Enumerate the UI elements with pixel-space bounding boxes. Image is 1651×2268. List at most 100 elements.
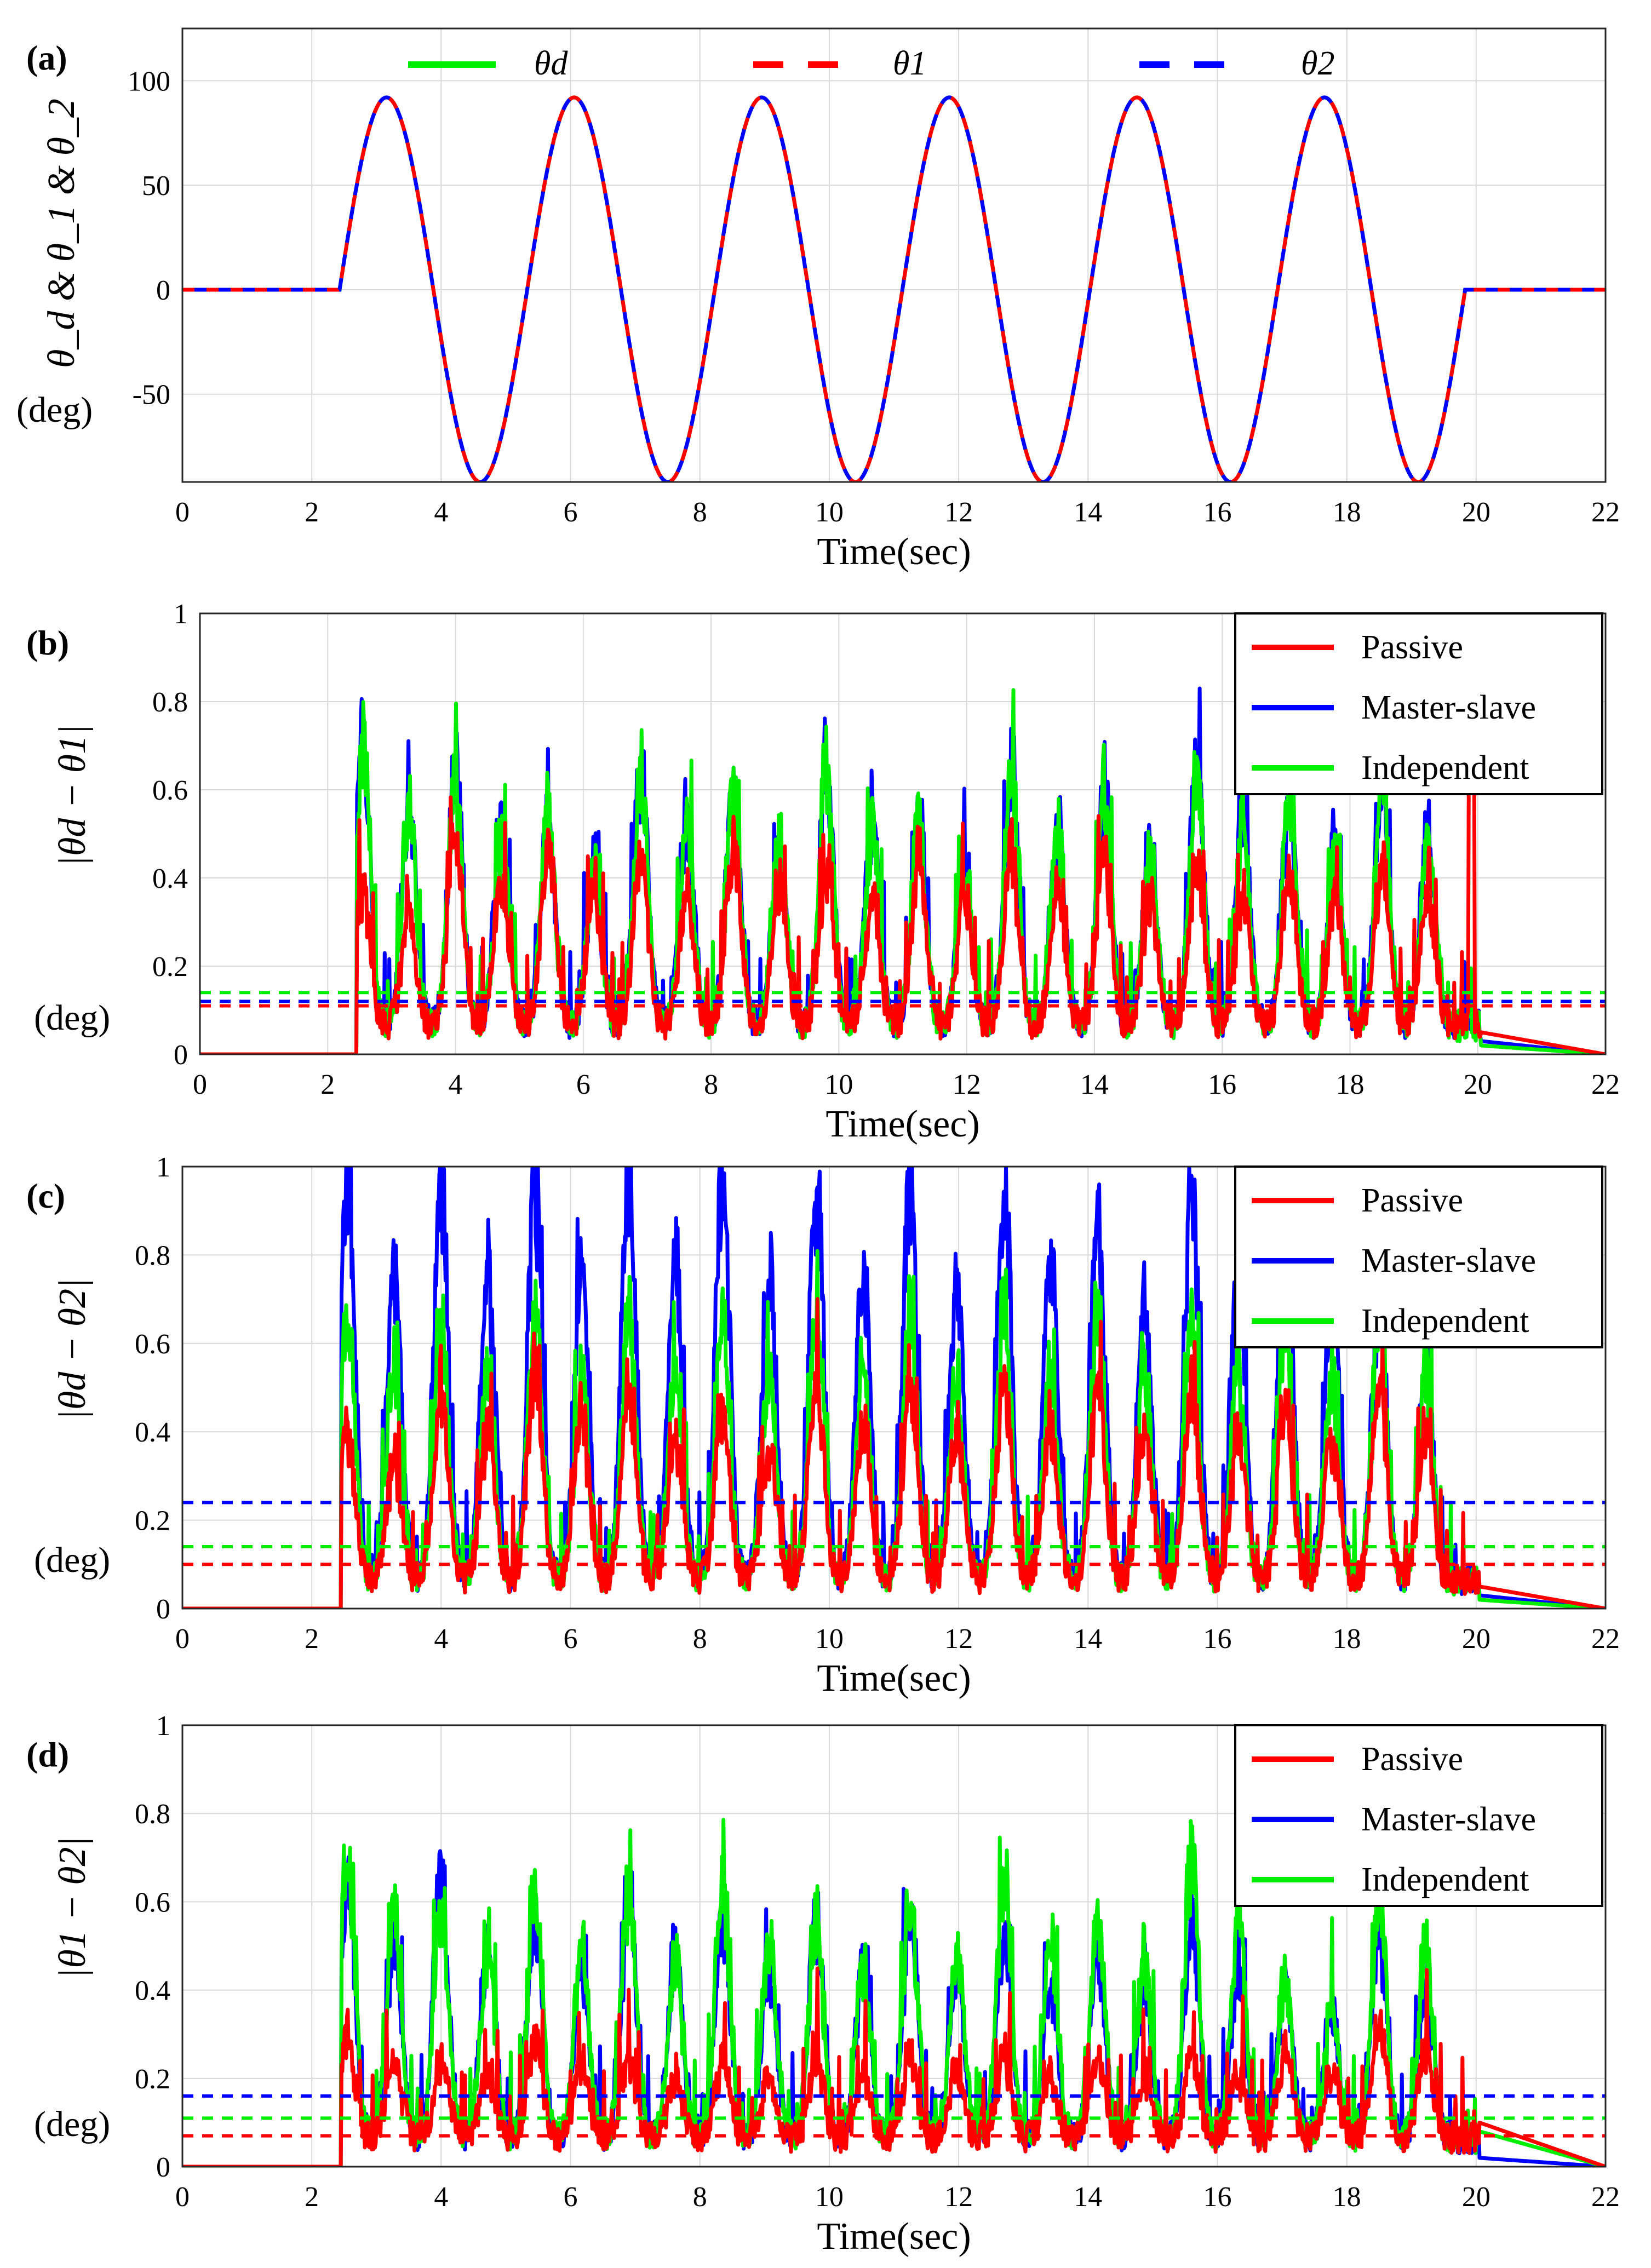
chart-panel-1: 0 2 4 6 8 10 12 14 16 18 20 22 -50 0 50 100 Time(sec) (a)… [16, 27, 1620, 573]
legend-box [1234, 1165, 1603, 1348]
y-tick-label: 0 [156, 275, 170, 306]
legend-label: Master-slave [1361, 1801, 1536, 1838]
y-tick-label: 0.4 [135, 1417, 170, 1448]
axes-frame [181, 1724, 1607, 2168]
y-tick-label: 0 [156, 1594, 170, 1625]
x-tick-label: 14 [1080, 1069, 1109, 1100]
legend-box [1234, 1724, 1603, 1907]
legend-label: Passive [1361, 1182, 1463, 1219]
axes-frame [199, 612, 1607, 1055]
x-tick-label: 14 [1074, 1623, 1102, 1655]
axes-frame [181, 1165, 1607, 1610]
legend-label: Independent [1361, 1861, 1529, 1898]
series-line-theta-1 [182, 95, 1606, 482]
y-tick-label: 1 [156, 1710, 170, 1742]
axes-frame [181, 27, 1607, 483]
x-tick-label: 20 [1462, 497, 1491, 528]
unit-label: (deg) [16, 390, 93, 430]
x-tick-label: 14 [1074, 497, 1102, 528]
x-tick-label: 16 [1208, 1069, 1236, 1100]
x-tick-label: 8 [693, 1623, 707, 1655]
plot-area [200, 686, 1606, 1054]
x-tick-label: 6 [576, 1069, 591, 1100]
panel-label: (b) [26, 623, 69, 662]
x-tick-label: 0 [175, 2181, 190, 2213]
legend-item: θd [408, 45, 568, 82]
unit-label: (deg) [34, 2104, 110, 2144]
chart-panel-3: 0 2 4 6 8 10 12 14 16 18 20 22 0 0.2 0.4 0.6 0.8 1 Time(se… [26, 1152, 1620, 1699]
x-tick-label: 22 [1591, 1623, 1620, 1655]
x-tick-label: 22 [1591, 497, 1620, 528]
y-axis-label: θ_d & θ_1 & θ_2 [41, 99, 83, 368]
panel-label: (d) [26, 1735, 69, 1774]
x-tick-label: 0 [193, 1069, 207, 1100]
y-tick-label: 1 [174, 599, 188, 630]
x-tick-label: 0 [175, 1623, 190, 1655]
x-axis-label: Time(sec) [817, 531, 971, 573]
x-tick-label: 14 [1074, 2181, 1102, 2213]
plot-area [182, 1167, 1606, 1609]
x-tick-label: 6 [564, 497, 578, 528]
y-tick-label: 0.6 [135, 1887, 170, 1918]
legend-label: θ1 [893, 45, 926, 82]
x-tick-label: 8 [693, 2181, 707, 2213]
x-axis-label: Time(sec) [826, 1103, 979, 1145]
x-tick-label: 10 [815, 1623, 844, 1655]
y-tick-label: 0 [174, 1040, 188, 1071]
legend-item: θ1 [753, 45, 926, 82]
plot-area [182, 1818, 1606, 2167]
y-tick-label: 0.2 [152, 951, 188, 983]
x-tick-label: 10 [815, 497, 844, 528]
x-tick-label: 8 [704, 1069, 718, 1100]
y-axis-label: |θ1 − θ2| [51, 1836, 94, 1979]
y-tick-label: 0.6 [152, 775, 188, 806]
panel-label: (a) [26, 38, 67, 77]
chart-panel-4: 0 2 4 6 8 10 12 14 16 18 20 22 0 0.2 0.4 0.6 0.8 1 Time(se… [26, 1710, 1620, 2258]
y-tick-label: 0.6 [135, 1329, 170, 1360]
y-tick-label: 0.4 [135, 1976, 170, 2007]
y-axis-label: |θd − θ2| [51, 1278, 94, 1421]
series-line-passive [200, 766, 1606, 1054]
y-tick-label: 0.8 [135, 1799, 170, 1830]
panel-label: (c) [26, 1176, 65, 1215]
x-tick-label: 16 [1203, 497, 1231, 528]
x-tick-label: 18 [1333, 497, 1361, 528]
x-tick-label: 12 [953, 1069, 981, 1100]
legend-item: θ2 [1139, 45, 1334, 82]
unit-label: (deg) [34, 998, 110, 1038]
legend-label: Master-slave [1361, 689, 1536, 726]
legend-box [1234, 612, 1603, 795]
x-tick-label: 2 [305, 2181, 319, 2213]
x-tick-label: 6 [564, 2181, 578, 2213]
legend-label: Master-slave [1361, 1242, 1536, 1279]
x-tick-label: 10 [824, 1069, 853, 1100]
x-tick-label: 2 [305, 1623, 319, 1655]
x-tick-label: 12 [944, 1623, 973, 1655]
y-tick-label: 0.2 [135, 2064, 170, 2095]
x-tick-label: 12 [944, 497, 973, 528]
y-tick-label: 50 [142, 170, 170, 202]
legend-label: θd [534, 45, 568, 82]
x-tick-label: 20 [1462, 2181, 1491, 2213]
legend-label: Passive [1361, 629, 1463, 666]
plot-area [182, 95, 1606, 482]
legend-label: Independent [1361, 1302, 1529, 1340]
x-tick-label: 4 [434, 2181, 448, 2213]
y-tick-label: -50 [133, 380, 170, 411]
x-tick-label: 12 [944, 2181, 973, 2213]
x-tick-label: 18 [1333, 2181, 1361, 2213]
y-tick-label: 1 [156, 1152, 170, 1183]
x-tick-label: 10 [815, 2181, 844, 2213]
legend-label: θ2 [1301, 45, 1334, 82]
x-tick-label: 22 [1591, 1069, 1620, 1100]
x-tick-label: 22 [1591, 2181, 1620, 2213]
chart-panel-2: 0 2 4 6 8 10 12 14 16 18 20 22 0 0.2 0.4 0.6 0.8 1 Time(se… [26, 599, 1620, 1145]
y-tick-label: 0.4 [152, 863, 188, 894]
x-tick-label: 6 [564, 1623, 578, 1655]
x-tick-label: 4 [434, 497, 448, 528]
x-tick-label: 16 [1203, 2181, 1231, 2213]
y-axis-label: |θd − θ1| [51, 725, 94, 867]
legend-label: Independent [1361, 749, 1529, 786]
unit-label: (deg) [34, 1540, 110, 1580]
